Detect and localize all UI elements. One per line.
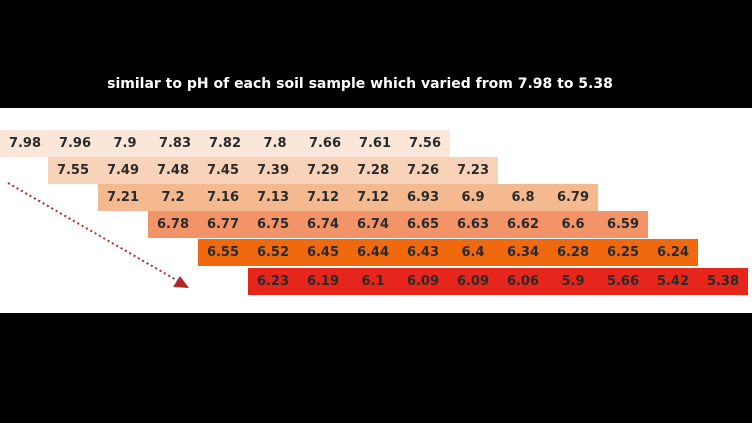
ph-cell: 6.4	[448, 239, 498, 266]
ph-cell: 6.55	[198, 239, 248, 266]
ph-cell: 7.96	[50, 130, 100, 157]
ph-cell: 7.49	[98, 157, 148, 184]
ph-cell: 7.13	[248, 184, 298, 211]
ph-cell: 7.16	[198, 184, 248, 211]
ph-cell: 6.23	[248, 268, 298, 295]
ph-cell: 6.9	[448, 184, 498, 211]
ph-cell: 6.09	[448, 268, 498, 295]
ph-cell: 7.48	[148, 157, 198, 184]
ph-cell: 6.78	[148, 211, 198, 238]
ph-cell: 6.59	[598, 211, 648, 238]
ph-cell: 6.06	[498, 268, 548, 295]
ph-cell: 6.93	[398, 184, 448, 211]
ph-cell: 7.21	[98, 184, 148, 211]
ph-cell: 6.65	[398, 211, 448, 238]
ph-cell: 6.43	[398, 239, 448, 266]
ph-cell: 6.74	[298, 211, 348, 238]
ph-cell: 7.28	[348, 157, 398, 184]
ph-cell: 6.44	[348, 239, 398, 266]
ph-cell: 7.83	[150, 130, 200, 157]
ph-cell: 5.42	[648, 268, 698, 295]
ph-cell: 7.8	[250, 130, 300, 157]
caption: similar to pH of each soil sample which …	[107, 76, 613, 92]
ph-cell: 7.39	[248, 157, 298, 184]
ph-cell: 6.09	[398, 268, 448, 295]
ph-cell: 7.55	[48, 157, 98, 184]
ph-cell: 5.66	[598, 268, 648, 295]
ph-cell: 6.79	[548, 184, 598, 211]
ph-cell: 6.74	[348, 211, 398, 238]
arrow-head	[173, 276, 189, 288]
ph-cell: 7.56	[400, 130, 450, 157]
ph-cell: 7.98	[0, 130, 50, 157]
ph-cell: 7.66	[300, 130, 350, 157]
ph-cell: 6.52	[248, 239, 298, 266]
ph-cell: 7.29	[298, 157, 348, 184]
ph-cell: 6.6	[548, 211, 598, 238]
ph-cell: 7.23	[448, 157, 498, 184]
ph-cell: 6.45	[298, 239, 348, 266]
ph-cell: 7.45	[198, 157, 248, 184]
ph-cell: 6.63	[448, 211, 498, 238]
ph-cell: 7.12	[348, 184, 398, 211]
ph-cell: 6.24	[648, 239, 698, 266]
ph-cell: 6.62	[498, 211, 548, 238]
ph-cell: 6.25	[598, 239, 648, 266]
ph-cell: 6.1	[348, 268, 398, 295]
ph-cell: 5.9	[548, 268, 598, 295]
ph-cell: 6.8	[498, 184, 548, 211]
ph-cell: 7.12	[298, 184, 348, 211]
ph-cell: 5.38	[698, 268, 748, 295]
arrow-line	[7, 182, 179, 282]
ph-cell: 6.75	[248, 211, 298, 238]
ph-cell: 6.77	[198, 211, 248, 238]
ph-cell: 7.61	[350, 130, 400, 157]
ph-cell: 6.34	[498, 239, 548, 266]
ph-cell: 7.82	[200, 130, 250, 157]
ph-cell: 6.19	[298, 268, 348, 295]
ph-cell: 6.28	[548, 239, 598, 266]
ph-cell: 7.2	[148, 184, 198, 211]
ph-cell: 7.9	[100, 130, 150, 157]
ph-cell: 7.26	[398, 157, 448, 184]
